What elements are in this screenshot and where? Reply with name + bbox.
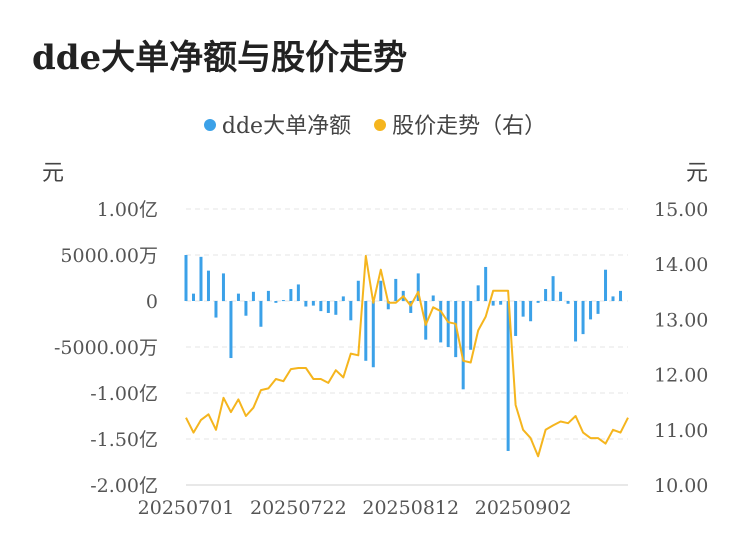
bar xyxy=(521,301,525,317)
bar xyxy=(304,301,308,307)
x-tick-label: 20250902 xyxy=(475,497,572,519)
bar xyxy=(529,301,533,322)
left-tick-label: -5000.00万 xyxy=(54,337,158,359)
bar xyxy=(544,289,548,301)
bar xyxy=(311,301,315,306)
bar xyxy=(461,301,465,390)
bar xyxy=(394,278,398,301)
right-tick-label: 15.00 xyxy=(654,199,708,221)
left-tick-label: 0 xyxy=(146,291,158,313)
x-tick-label: 20250812 xyxy=(362,497,459,519)
bar xyxy=(379,280,383,301)
bar xyxy=(296,284,300,301)
bar xyxy=(229,301,233,359)
bar xyxy=(364,301,368,361)
legend: dde大单净额 股价走势（右） xyxy=(0,108,750,140)
bar xyxy=(281,300,285,302)
x-tick-label: 20250701 xyxy=(138,497,235,519)
bar xyxy=(221,273,225,301)
left-tick-label: 1.00亿 xyxy=(97,199,158,221)
bar xyxy=(259,301,263,327)
bar xyxy=(596,301,600,314)
bar xyxy=(319,301,323,312)
bar xyxy=(581,301,585,335)
bar xyxy=(251,291,255,301)
legend-label-bar: dde大单净额 xyxy=(221,114,352,139)
right-tick-label: 13.00 xyxy=(654,309,708,331)
bar xyxy=(574,301,578,342)
bar xyxy=(424,301,428,340)
x-tick-label: 20250722 xyxy=(250,497,347,519)
bar xyxy=(476,285,480,301)
bar xyxy=(356,280,360,301)
left-tick-label: -1.00亿 xyxy=(90,383,158,405)
bar xyxy=(604,269,608,301)
bar xyxy=(491,301,495,306)
bar xyxy=(611,296,615,301)
bar xyxy=(191,293,195,301)
bar xyxy=(326,301,330,313)
left-axis-unit: 元 xyxy=(42,161,65,186)
bar xyxy=(416,273,420,301)
left-tick-label: -1.50亿 xyxy=(90,429,158,451)
legend-dot-line-icon xyxy=(374,119,387,131)
bar xyxy=(334,301,338,315)
right-tick-label: 10.00 xyxy=(654,475,708,497)
bar xyxy=(409,301,413,313)
bar xyxy=(214,301,218,318)
bar xyxy=(206,270,210,301)
bar xyxy=(289,289,293,301)
right-tick-label: 11.00 xyxy=(654,420,708,442)
bar xyxy=(386,301,390,310)
right-tick-label: 12.00 xyxy=(654,365,708,387)
bar xyxy=(431,295,435,301)
bar xyxy=(589,301,593,320)
bar xyxy=(446,301,450,347)
bar xyxy=(349,301,353,321)
legend-label-line: 股价走势（右） xyxy=(392,114,547,139)
bar xyxy=(499,301,503,305)
bar xyxy=(274,301,278,303)
legend-item-line[interactable]: 股价走势（右） xyxy=(374,108,546,140)
left-tick-label: -2.00亿 xyxy=(90,475,158,497)
bar xyxy=(536,301,540,303)
bar xyxy=(341,296,345,301)
bar xyxy=(469,301,473,350)
bar xyxy=(506,301,510,451)
bar xyxy=(559,291,563,301)
bar xyxy=(619,290,623,301)
bar xyxy=(236,293,240,301)
bar xyxy=(439,301,443,343)
bar xyxy=(551,276,555,301)
legend-item-bar[interactable]: dde大单净额 xyxy=(203,108,352,140)
right-axis-unit: 元 xyxy=(686,161,709,186)
bar xyxy=(454,301,458,358)
left-tick-label: 5000.00万 xyxy=(60,245,158,267)
bar xyxy=(484,266,488,301)
bar xyxy=(244,301,248,316)
bar xyxy=(514,301,518,336)
bar xyxy=(266,290,270,301)
legend-dot-bar-icon xyxy=(203,119,216,131)
bar xyxy=(371,301,375,368)
bar xyxy=(199,256,203,301)
bar xyxy=(566,301,570,304)
right-tick-label: 14.00 xyxy=(654,254,708,276)
bar xyxy=(184,255,188,301)
chart-title: dde大单净额与股价走势 xyxy=(32,38,408,78)
price-line xyxy=(185,254,629,458)
